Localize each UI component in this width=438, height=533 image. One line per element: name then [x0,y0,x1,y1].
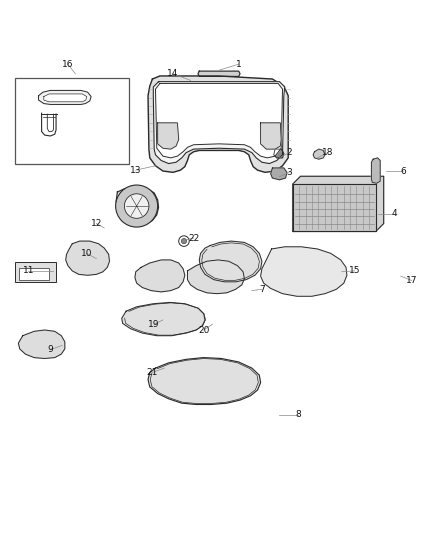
Bar [15,262,56,282]
Polygon shape [18,330,65,359]
Polygon shape [293,176,384,231]
Polygon shape [155,84,283,158]
Text: 11: 11 [23,266,34,276]
Text: 12: 12 [91,219,102,228]
Text: 15: 15 [349,266,360,276]
Polygon shape [153,82,285,164]
Text: 2: 2 [286,148,292,157]
Polygon shape [198,71,240,76]
Text: 8: 8 [295,410,301,419]
Polygon shape [261,247,347,296]
Bar [19,268,49,280]
Polygon shape [158,123,179,149]
Text: 13: 13 [130,166,141,175]
Polygon shape [371,158,380,183]
Text: 4: 4 [392,209,397,219]
Text: 10: 10 [81,249,92,258]
Polygon shape [199,241,262,282]
Polygon shape [135,260,185,292]
Circle shape [181,238,187,244]
Circle shape [116,185,158,227]
Polygon shape [39,91,91,104]
Polygon shape [313,149,325,159]
Polygon shape [116,187,159,225]
Text: 20: 20 [198,326,209,335]
Bar [15,78,129,164]
Polygon shape [274,149,284,158]
Circle shape [124,194,149,219]
Text: 7: 7 [259,285,265,294]
Text: 6: 6 [400,166,406,175]
Text: 19: 19 [148,320,160,329]
Polygon shape [293,184,376,231]
Text: 18: 18 [322,148,333,157]
Text: 9: 9 [47,345,53,354]
Circle shape [179,236,189,246]
Text: 17: 17 [406,276,417,285]
Polygon shape [44,94,87,102]
Polygon shape [187,260,244,294]
Polygon shape [261,123,281,149]
Text: 3: 3 [286,168,292,177]
Text: 14: 14 [167,69,179,78]
Text: 1: 1 [236,60,242,69]
Text: 22: 22 [188,233,199,243]
Polygon shape [66,241,110,275]
Text: 21: 21 [147,368,158,377]
Polygon shape [271,168,287,180]
Polygon shape [148,358,261,405]
Polygon shape [148,76,288,172]
Text: 16: 16 [62,60,74,69]
Polygon shape [122,302,205,336]
